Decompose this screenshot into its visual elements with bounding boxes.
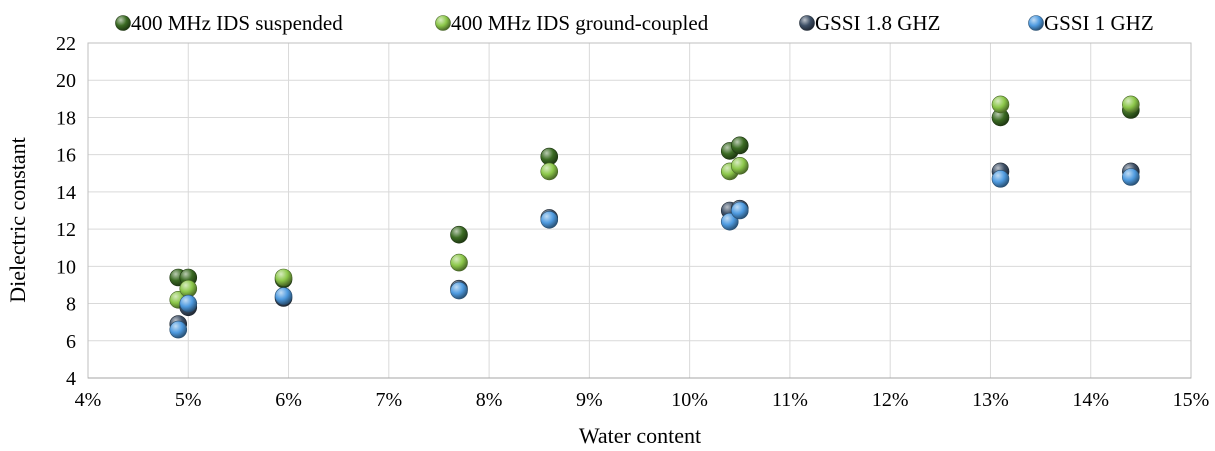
x-tick-label: 15%: [1173, 389, 1210, 411]
y-tick-label: 16: [56, 145, 76, 167]
x-tick-label: 8%: [476, 389, 503, 411]
data-point: [274, 287, 293, 305]
x-tick-label: 13%: [972, 389, 1009, 411]
y-tick-label: 8: [66, 294, 76, 316]
data-point: [169, 320, 188, 339]
data-point: [1122, 168, 1140, 186]
data-point: [450, 225, 468, 244]
axes: 4% 5% 6% 7% 8% 9% 10% 11% 12% 13% 14% 15% 4 6 8 10 12 14 1…: [56, 33, 1209, 411]
series-1: [169, 101, 1140, 289]
x-tick-label: 11%: [772, 389, 808, 411]
legend-item: GSSI 1.8 GHZ: [799, 11, 940, 35]
data-point: [540, 147, 559, 166]
data-point: [730, 136, 749, 155]
series-2: [169, 95, 1140, 309]
legend-item: 400 MHz IDS suspended: [115, 11, 343, 35]
legend-label: GSSI 1 GHZ: [1044, 11, 1154, 35]
data-point: [730, 201, 749, 220]
data-point: [1122, 95, 1140, 114]
series-4: [169, 168, 1140, 339]
legend-marker: [435, 15, 451, 31]
data-point: [991, 95, 1010, 114]
data-point: [179, 294, 198, 313]
x-tick-label: 7%: [375, 389, 402, 411]
x-tick-label: 5%: [175, 389, 202, 411]
x-tick-label: 4%: [75, 389, 102, 411]
y-tick-label: 22: [56, 33, 76, 55]
legend-marker: [115, 15, 131, 31]
data-point: [991, 170, 1010, 188]
y-tick-label: 20: [56, 70, 76, 92]
data-point: [274, 268, 293, 287]
gridlines: [87, 42, 1192, 379]
data-point: [730, 157, 749, 175]
y-tick-label: 4: [66, 368, 76, 390]
x-axis-title: Water content: [579, 423, 701, 446]
y-tick-label: 12: [56, 219, 76, 241]
x-tick-label: 14%: [1072, 389, 1109, 411]
series-3: [169, 162, 1140, 333]
legend: 400 MHz IDS suspended 400 MHz IDS ground-…: [115, 11, 1154, 35]
legend-marker: [799, 15, 815, 31]
legend-label: 400 MHz IDS ground-coupled: [451, 11, 709, 35]
y-tick-label: 6: [66, 331, 76, 353]
data-point: [450, 253, 468, 272]
data-point: [179, 279, 198, 298]
y-tick-label: 18: [56, 107, 76, 129]
legend-label: GSSI 1.8 GHZ: [815, 11, 940, 35]
y-tick-label: 14: [56, 182, 76, 204]
x-tick-label: 9%: [576, 389, 603, 411]
data-point: [450, 281, 468, 300]
x-tick-label: 12%: [872, 389, 909, 411]
y-tick-label: 10: [56, 256, 76, 278]
plot-area-border: [87, 42, 1192, 379]
data-point: [720, 212, 739, 231]
x-tick-label: 6%: [275, 389, 302, 411]
data-point: [540, 211, 559, 229]
y-axis-title: Dielectric constant: [5, 137, 30, 303]
legend-marker: [1028, 15, 1044, 31]
legend-item: 400 MHz IDS ground-coupled: [435, 11, 709, 35]
legend-label: 400 MHz IDS suspended: [131, 11, 343, 35]
legend-item: GSSI 1 GHZ: [1028, 11, 1154, 35]
data-series: [169, 95, 1140, 339]
x-tick-label: 10%: [671, 389, 708, 411]
data-point: [540, 162, 559, 181]
